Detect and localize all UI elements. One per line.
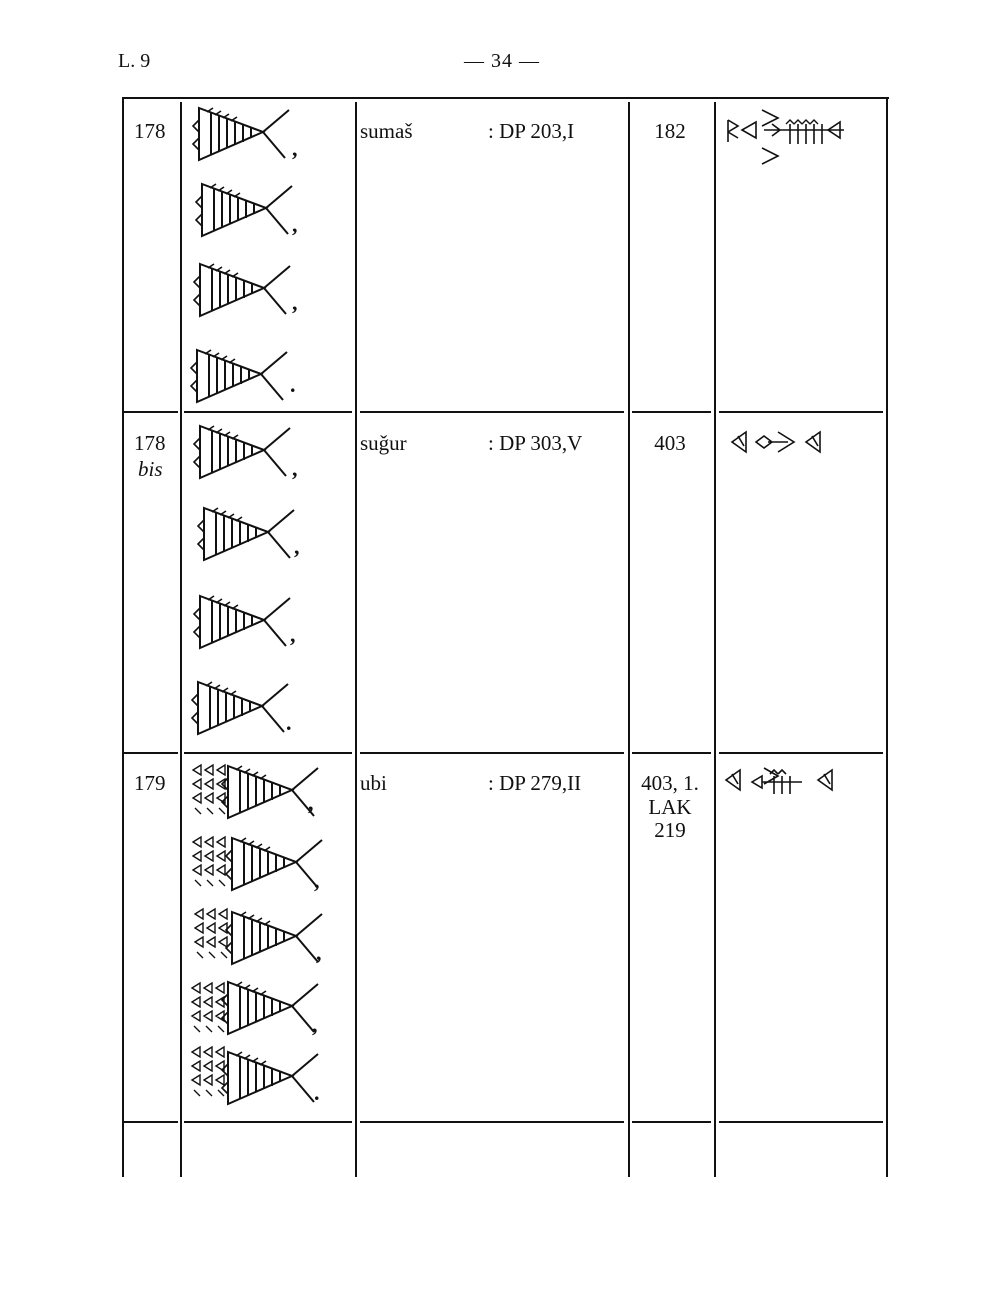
row-number: 179 xyxy=(134,771,166,795)
separator-mark: , xyxy=(308,790,314,815)
row-number: 178 xyxy=(134,119,166,143)
fish-sign-icon xyxy=(193,595,291,649)
fish-sign-icon xyxy=(192,107,290,161)
separator-mark: , xyxy=(312,1012,318,1037)
separator-mark: , xyxy=(292,212,298,237)
fish-sign-icon xyxy=(197,507,295,561)
table-top-border xyxy=(122,97,889,99)
separator-mark: . xyxy=(286,710,292,735)
separator-mark: , xyxy=(292,136,298,161)
col-divider-2 xyxy=(180,102,182,1177)
reading: suǧur xyxy=(360,431,407,455)
fish-sign-icon xyxy=(191,681,289,735)
page-number: — 34 — xyxy=(464,50,540,72)
sign-list-number: 182 xyxy=(654,119,686,143)
source-reference: : DP 279,II xyxy=(488,771,582,795)
source-reference: : DP 203,I xyxy=(488,119,575,143)
separator-mark: , xyxy=(314,868,320,893)
separator-mark: . xyxy=(314,1080,320,1105)
col-divider-5 xyxy=(714,102,716,1177)
separator-mark: . xyxy=(290,372,296,397)
fish-sign-icon xyxy=(195,183,293,237)
cuneiform-wedges-icon xyxy=(727,109,844,165)
fish-sign-icon xyxy=(225,911,323,965)
cuneiform-wedges-icon xyxy=(730,430,821,454)
col-divider-4 xyxy=(628,102,630,1177)
sign-list-number: 403 xyxy=(654,431,686,455)
grain-sign-icon xyxy=(192,836,226,887)
fish-sign-icon xyxy=(221,1051,319,1105)
separator-mark: , xyxy=(316,940,322,965)
reading: ubi xyxy=(360,771,387,795)
fish-sign-icon xyxy=(193,263,291,317)
plate-label: L. 9 xyxy=(118,50,151,72)
separator-mark: , xyxy=(292,456,298,481)
separator-mark: , xyxy=(294,534,300,559)
row-suffix: bis xyxy=(138,457,163,481)
fish-sign-icon xyxy=(193,425,291,479)
sign-list-number: 403, 1. LAK 219 xyxy=(641,771,699,843)
cuneiform-wedges-icon xyxy=(724,767,833,794)
fish-sign-icon xyxy=(225,837,323,891)
col-divider-1 xyxy=(122,97,124,1177)
fish-sign-icon xyxy=(190,349,288,403)
row-number: 178 xyxy=(134,431,166,455)
separator-mark: , xyxy=(290,622,296,647)
source-reference: : DP 303,V xyxy=(488,431,583,455)
fish-sign-icon xyxy=(221,981,319,1035)
col-divider-3 xyxy=(355,102,357,1177)
col-divider-6 xyxy=(886,97,888,1177)
separator-mark: , xyxy=(292,290,298,315)
fish-sign-icon xyxy=(221,765,319,819)
reading: sumaš xyxy=(360,119,413,143)
